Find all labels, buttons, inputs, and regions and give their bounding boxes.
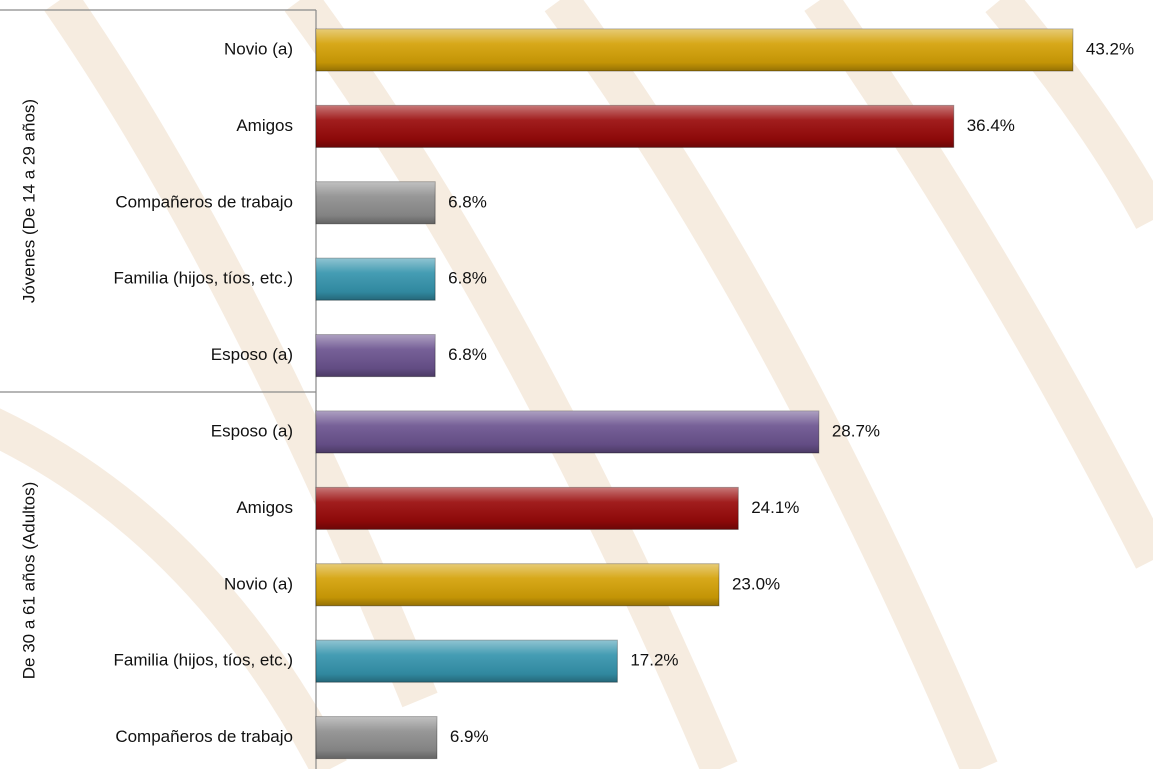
- bar-shine: [316, 258, 436, 301]
- bar-shine: [316, 563, 719, 606]
- bar-shine: [316, 411, 819, 453]
- bar-shine: [316, 29, 1073, 71]
- category-label: Amigos: [236, 498, 293, 517]
- value-label: 6.9%: [450, 727, 489, 746]
- bar-shine: [316, 640, 618, 683]
- category-label: Novio (a): [224, 39, 293, 58]
- bar-shine: [316, 181, 436, 224]
- category-label: Esposo (a): [211, 421, 293, 440]
- bar-shine: [316, 105, 954, 148]
- value-label: 17.2%: [630, 651, 678, 670]
- value-label: 6.8%: [448, 192, 487, 211]
- bar-shine: [316, 487, 739, 530]
- value-label: 28.7%: [832, 421, 880, 440]
- bar-shine: [316, 716, 437, 759]
- value-label: 6.8%: [448, 345, 487, 364]
- category-label: Novio (a): [224, 574, 293, 593]
- value-label: 23.0%: [732, 574, 780, 593]
- bar-shine: [316, 334, 436, 377]
- value-label: 36.4%: [967, 116, 1015, 135]
- group-label: De 30 a 61 años (Adultos): [19, 482, 38, 680]
- category-label: Familia (hijos, tíos, etc.): [114, 651, 294, 670]
- value-label: 43.2%: [1086, 39, 1134, 58]
- category-label: Compañeros de trabajo: [115, 727, 293, 746]
- value-label: 24.1%: [751, 498, 799, 517]
- category-label: Esposo (a): [211, 345, 293, 364]
- category-label: Compañeros de trabajo: [115, 192, 293, 211]
- category-label: Amigos: [236, 116, 293, 135]
- category-label: Familia (hijos, tíos, etc.): [114, 269, 294, 288]
- value-label: 6.8%: [448, 269, 487, 288]
- group-label: Jóvenes (De 14 a 29 años): [19, 99, 38, 303]
